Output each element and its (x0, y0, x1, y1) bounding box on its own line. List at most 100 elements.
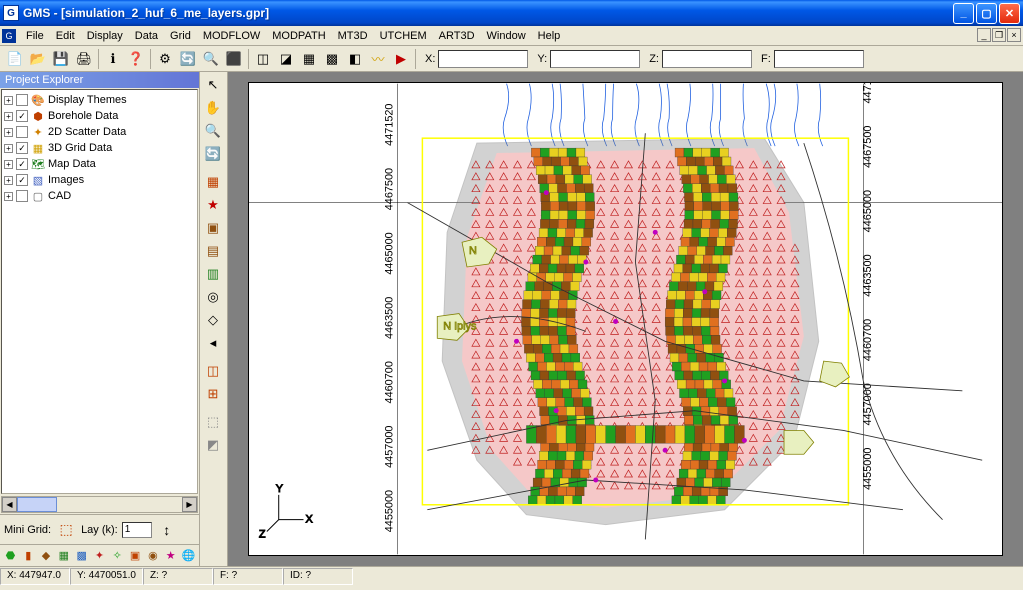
layer-up-button[interactable]: ↕ (156, 519, 178, 541)
zoom-tool[interactable]: 🔍 (202, 120, 224, 142)
scroll-right-button[interactable]: ▶ (182, 497, 197, 512)
close-button[interactable]: ✕ (999, 3, 1020, 24)
ortho-button[interactable]: ◫ (252, 48, 274, 70)
module-image-button[interactable]: ★ (163, 547, 178, 565)
module-mesh-button[interactable]: ▦ (56, 547, 71, 565)
arrow-tool[interactable]: ◂ (202, 332, 224, 354)
menu-help[interactable]: Help (532, 28, 567, 44)
f-coord-box[interactable] (774, 50, 864, 68)
minigrid-icon[interactable]: ⬚ (55, 519, 77, 541)
tree-node[interactable]: + 🎨Display Themes (4, 92, 195, 108)
module-borehole-button[interactable]: ▮ (21, 547, 36, 565)
shade-button[interactable]: ◧ (344, 48, 366, 70)
menu-edit[interactable]: Edit (50, 28, 81, 44)
select-cell-tool[interactable]: ▦ (202, 171, 224, 193)
refresh-button[interactable]: 🔄 (177, 48, 199, 70)
clip-tool[interactable]: ◩ (202, 434, 224, 456)
module-scatter2d-button[interactable]: ✦ (92, 547, 107, 565)
module-map-button[interactable]: ▣ (128, 547, 143, 565)
new-button[interactable]: 📄 (4, 48, 26, 70)
module-scatter3d-button[interactable]: ✧ (110, 547, 125, 565)
expander-icon[interactable]: + (4, 192, 13, 201)
add-well-tool[interactable]: ◎ (202, 286, 224, 308)
tree-node[interactable]: +✓▦3D Grid Data (4, 140, 195, 156)
cube-tool[interactable]: ⬚ (202, 411, 224, 433)
menu-modflow[interactable]: MODFLOW (197, 28, 266, 44)
svg-text:4467500: 4467500 (384, 168, 396, 210)
minimize-button[interactable]: _ (953, 3, 974, 24)
viewport[interactable]: 4471520447152044675004467500446500044650… (228, 72, 1023, 566)
select-j-tool[interactable]: ▣ (202, 217, 224, 239)
select-node-tool[interactable]: ▥ (202, 263, 224, 285)
view-1-button[interactable]: ▦ (298, 48, 320, 70)
oblique-button[interactable]: ◪ (275, 48, 297, 70)
contours-button[interactable]: 〰 (367, 48, 389, 70)
y-coord-box[interactable] (550, 50, 640, 68)
menu-mt3d[interactable]: MT3D (332, 28, 374, 44)
info-button[interactable]: ℹ (102, 48, 124, 70)
box-tool[interactable]: ◫ (202, 360, 224, 382)
plan-view-button[interactable]: ⬛ (223, 48, 245, 70)
mdi-close-button[interactable]: × (1007, 28, 1021, 42)
checkbox[interactable]: ✓ (16, 110, 28, 122)
status-x: X: 447947.0 (0, 568, 70, 585)
checkbox[interactable]: ✓ (16, 158, 28, 170)
x-coord-box[interactable] (438, 50, 528, 68)
z-coord-box[interactable] (662, 50, 752, 68)
frame-button[interactable]: 🔍 (200, 48, 222, 70)
menu-display[interactable]: Display (81, 28, 129, 44)
layer-input[interactable] (122, 522, 152, 538)
module-gis-button[interactable]: ◉ (146, 547, 161, 565)
select-tool[interactable]: ↖ (202, 74, 224, 96)
menu-data[interactable]: Data (129, 28, 164, 44)
project-tree[interactable]: + 🎨Display Themes+✓⬢Borehole Data+ ✦2D S… (1, 89, 198, 494)
expander-icon[interactable]: + (4, 176, 13, 185)
checkbox[interactable]: ✓ (16, 142, 28, 154)
map-canvas[interactable]: 4471520447152044675004467500446500044650… (249, 83, 1002, 555)
grid-tool[interactable]: ⊞ (202, 383, 224, 405)
expander-icon[interactable]: + (4, 128, 13, 137)
print-button[interactable]: 🖨 (73, 48, 95, 70)
rotate-tool[interactable]: 🔄 (202, 143, 224, 165)
select-k-tool[interactable]: ▤ (202, 240, 224, 262)
tree-node[interactable]: +✓▧Images (4, 172, 195, 188)
module-globe-button[interactable]: 🌐 (181, 547, 196, 565)
macro-button[interactable]: ▶ (390, 48, 412, 70)
expander-icon[interactable]: + (4, 96, 13, 105)
help-button[interactable]: ❓ (125, 48, 147, 70)
view-2-button[interactable]: ▩ (321, 48, 343, 70)
explorer-scrollbar[interactable]: ◀ ▶ (1, 496, 198, 513)
tree-node[interactable]: +✓⬢Borehole Data (4, 108, 195, 124)
checkbox[interactable] (16, 190, 28, 202)
scroll-left-button[interactable]: ◀ (2, 497, 17, 512)
checkbox[interactable] (16, 94, 28, 106)
expander-icon[interactable]: + (4, 144, 13, 153)
scroll-thumb[interactable] (17, 497, 57, 512)
select-i-tool[interactable]: ★ (202, 194, 224, 216)
expander-icon[interactable]: + (4, 160, 13, 169)
module-grid-button[interactable]: ▩ (74, 547, 89, 565)
display-options-button[interactable]: ⚙ (154, 48, 176, 70)
checkbox[interactable] (16, 126, 28, 138)
menu-utchem[interactable]: UTCHEM (374, 28, 433, 44)
tree-node[interactable]: + ✦2D Scatter Data (4, 124, 195, 140)
menu-grid[interactable]: Grid (164, 28, 197, 44)
maximize-button[interactable]: ▢ (976, 3, 997, 24)
pan-tool[interactable]: ✋ (202, 97, 224, 119)
menu-modpath[interactable]: MODPATH (266, 28, 331, 44)
expander-icon[interactable]: + (4, 112, 13, 121)
save-button[interactable]: 💾 (50, 48, 72, 70)
module-tin-button[interactable]: ⬣ (3, 547, 18, 565)
menu-file[interactable]: File (20, 28, 50, 44)
menu-art3d[interactable]: ART3D (433, 28, 481, 44)
checkbox[interactable]: ✓ (16, 174, 28, 186)
mdi-minimize-button[interactable]: _ (977, 28, 991, 42)
open-button[interactable]: 📂 (27, 48, 49, 70)
add-obs-tool[interactable]: ◇ (202, 309, 224, 331)
tree-node[interactable]: +✓🗺Map Data (4, 156, 195, 172)
mdi-icon: G (2, 29, 16, 43)
tree-node[interactable]: + ▢CAD (4, 188, 195, 204)
mdi-restore-button[interactable]: ❐ (992, 28, 1006, 42)
menu-window[interactable]: Window (481, 28, 532, 44)
module-solid-button[interactable]: ◆ (39, 547, 54, 565)
